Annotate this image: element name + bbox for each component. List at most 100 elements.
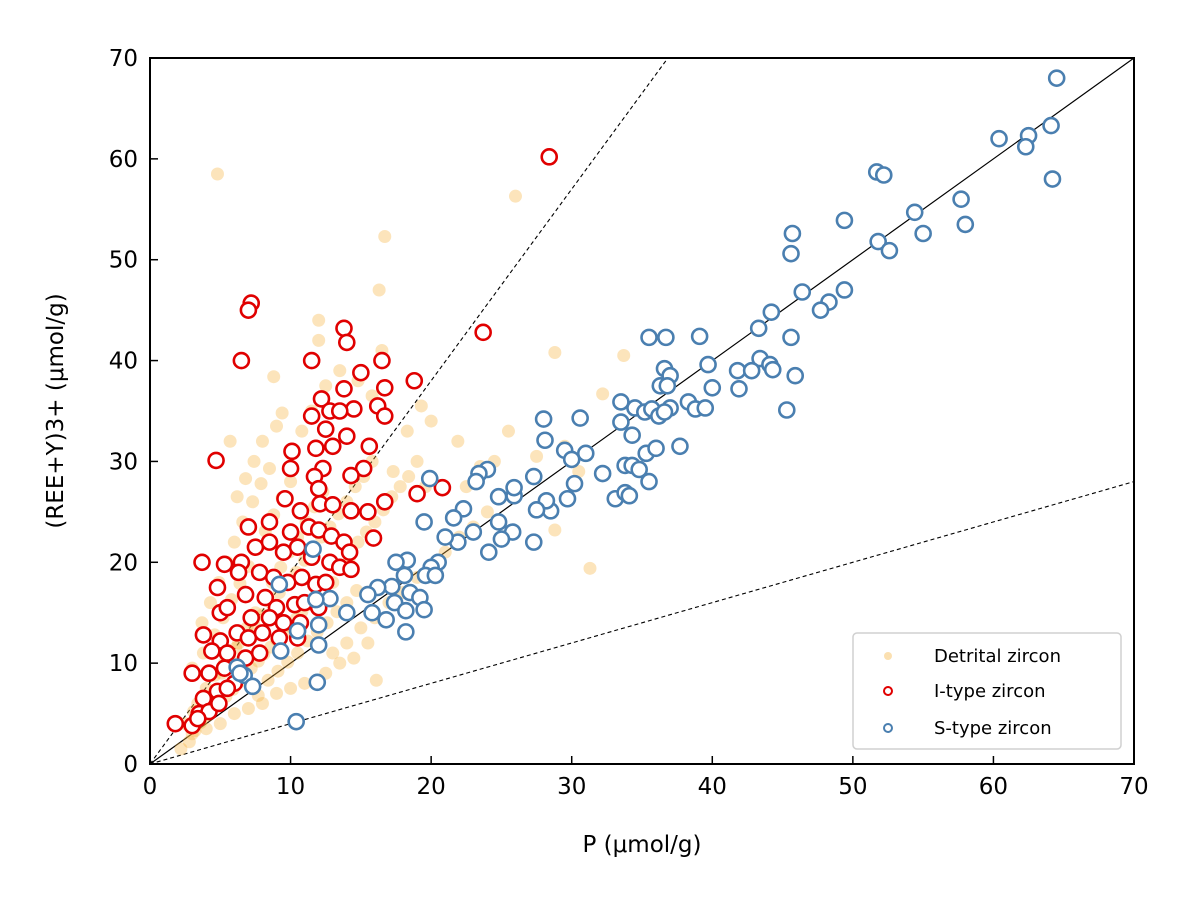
detrital-zircon-point bbox=[312, 333, 326, 347]
s-type-zircon-point bbox=[377, 610, 395, 629]
detrital-zircon-point bbox=[247, 454, 261, 468]
s-type-zircon-point bbox=[623, 426, 641, 445]
detrital-zircon-point bbox=[378, 230, 392, 244]
legend-label-stype: S-type zircon bbox=[934, 718, 1052, 739]
i-type-zircon-point bbox=[323, 437, 342, 456]
y-tick-label: 20 bbox=[109, 550, 138, 576]
s-type-zircon-point bbox=[905, 203, 924, 222]
i-type-zircon-point bbox=[288, 538, 307, 556]
legend-marker-stype bbox=[883, 723, 893, 733]
s-type-zircon-point bbox=[749, 319, 768, 338]
detrital-zircon-point bbox=[195, 616, 209, 630]
detrital-zircon-point bbox=[241, 702, 255, 716]
i-type-zircon-point bbox=[375, 407, 394, 425]
s-type-zircon-point bbox=[728, 361, 747, 380]
legend-box bbox=[852, 632, 1122, 750]
s-type-zircon-point bbox=[444, 509, 463, 527]
s-type-zircon-point bbox=[505, 478, 523, 497]
s-type-zircon-point bbox=[658, 376, 677, 395]
i-type-zircon-point bbox=[474, 323, 492, 342]
i-type-zircon-point bbox=[236, 585, 255, 604]
detrital-zircon-point bbox=[255, 434, 269, 448]
s-type-zircon-point bbox=[287, 712, 305, 731]
y-axis-label: (REE+Y)3+ (μmol/g) bbox=[43, 293, 69, 528]
s-type-zircon-point bbox=[1047, 69, 1066, 87]
detrital-zircon-point bbox=[548, 346, 562, 360]
detrital-zircon-point bbox=[333, 364, 347, 378]
s-type-zircon-point bbox=[657, 328, 675, 347]
y-tick-label: 40 bbox=[109, 349, 138, 375]
s-type-zircon-point bbox=[571, 409, 589, 427]
detrital-zircon-point bbox=[372, 283, 386, 297]
s-type-zircon-point bbox=[397, 601, 415, 620]
i-type-zircon-point bbox=[316, 573, 335, 592]
i-type-zircon-point bbox=[183, 664, 201, 683]
s-type-zircon-point bbox=[359, 585, 377, 604]
i-type-zircon-point bbox=[342, 466, 360, 485]
s-type-zircon-point bbox=[426, 566, 445, 585]
s-type-zircon-point bbox=[671, 437, 689, 456]
detrital-zircon-point bbox=[262, 461, 276, 475]
detrital-zircon-point bbox=[267, 370, 281, 384]
i-type-zircon-point bbox=[360, 437, 379, 456]
s-type-zircon-point bbox=[309, 616, 328, 634]
i-type-zircon-point bbox=[215, 555, 234, 574]
legend-marker-detrital bbox=[884, 652, 892, 660]
s-type-zircon-point bbox=[782, 328, 800, 347]
i-type-zircon-point bbox=[188, 709, 207, 728]
y-tick-label: 50 bbox=[109, 248, 138, 274]
i-type-zircon-point bbox=[293, 568, 311, 587]
s-type-zircon-point bbox=[308, 673, 327, 692]
i-type-zircon-point bbox=[281, 523, 300, 541]
i-type-zircon-point bbox=[302, 407, 321, 425]
detrital-zircon-point bbox=[223, 434, 237, 448]
i-type-zircon-point bbox=[193, 553, 211, 572]
legend-marker-itype bbox=[883, 686, 893, 696]
detrital-zircon-point bbox=[255, 696, 269, 710]
legend: Detrital zircon I-type zircon S-type zir… bbox=[852, 632, 1122, 750]
s-type-zircon-point bbox=[1043, 170, 1062, 188]
detrital-zircon-point bbox=[451, 434, 465, 448]
detrital-zircon-point bbox=[298, 676, 312, 690]
i-type-zircon-point bbox=[373, 351, 391, 370]
i-type-zircon-point bbox=[375, 379, 394, 397]
s-type-zircon-point bbox=[415, 513, 433, 531]
i-type-zircon-point bbox=[352, 363, 370, 382]
s-type-zircon-point bbox=[952, 190, 970, 208]
i-type-zircon-point bbox=[316, 420, 335, 438]
detrital-zircon-point bbox=[508, 189, 522, 203]
s-type-zircon-point bbox=[782, 244, 800, 263]
s-type-zircon-point bbox=[783, 224, 802, 243]
i-type-zircon-point bbox=[239, 301, 258, 319]
s-type-zircon-point bbox=[990, 129, 1008, 148]
detrital-zircon-point bbox=[480, 505, 494, 519]
i-type-zircon-point bbox=[260, 533, 279, 551]
i-type-zircon-point bbox=[312, 390, 331, 408]
s-type-zircon-point bbox=[307, 590, 325, 609]
i-type-zircon-point bbox=[250, 563, 269, 582]
i-type-zircon-point bbox=[335, 319, 353, 338]
s-type-zircon-point bbox=[874, 166, 893, 184]
detrital-zircon-point bbox=[319, 379, 333, 393]
i-type-zircon-point bbox=[540, 148, 559, 166]
detrital-zircon-point bbox=[230, 490, 244, 504]
detrital-zircon-point bbox=[254, 477, 268, 491]
s-type-zircon-point bbox=[630, 460, 648, 479]
s-type-zircon-point bbox=[243, 677, 262, 696]
i-type-zircon-point bbox=[307, 439, 325, 458]
s-type-zircon-point bbox=[420, 469, 439, 488]
i-type-zircon-point bbox=[340, 543, 359, 562]
x-tick-label: 60 bbox=[979, 774, 1008, 800]
s-type-zircon-point bbox=[612, 393, 630, 411]
x-tick-label: 30 bbox=[557, 774, 586, 800]
detrital-zircon-point bbox=[393, 480, 407, 494]
i-type-zircon-point bbox=[274, 613, 293, 632]
i-type-zircon-point bbox=[253, 624, 272, 642]
i-type-zircon-point bbox=[330, 402, 349, 420]
s-type-zircon-point bbox=[620, 486, 639, 505]
i-type-zircon-point bbox=[408, 484, 426, 503]
s-type-zircon-point bbox=[382, 577, 401, 596]
detrital-zircon-point bbox=[246, 495, 260, 509]
s-type-zircon-point bbox=[562, 450, 581, 469]
i-type-zircon-point bbox=[283, 442, 301, 461]
